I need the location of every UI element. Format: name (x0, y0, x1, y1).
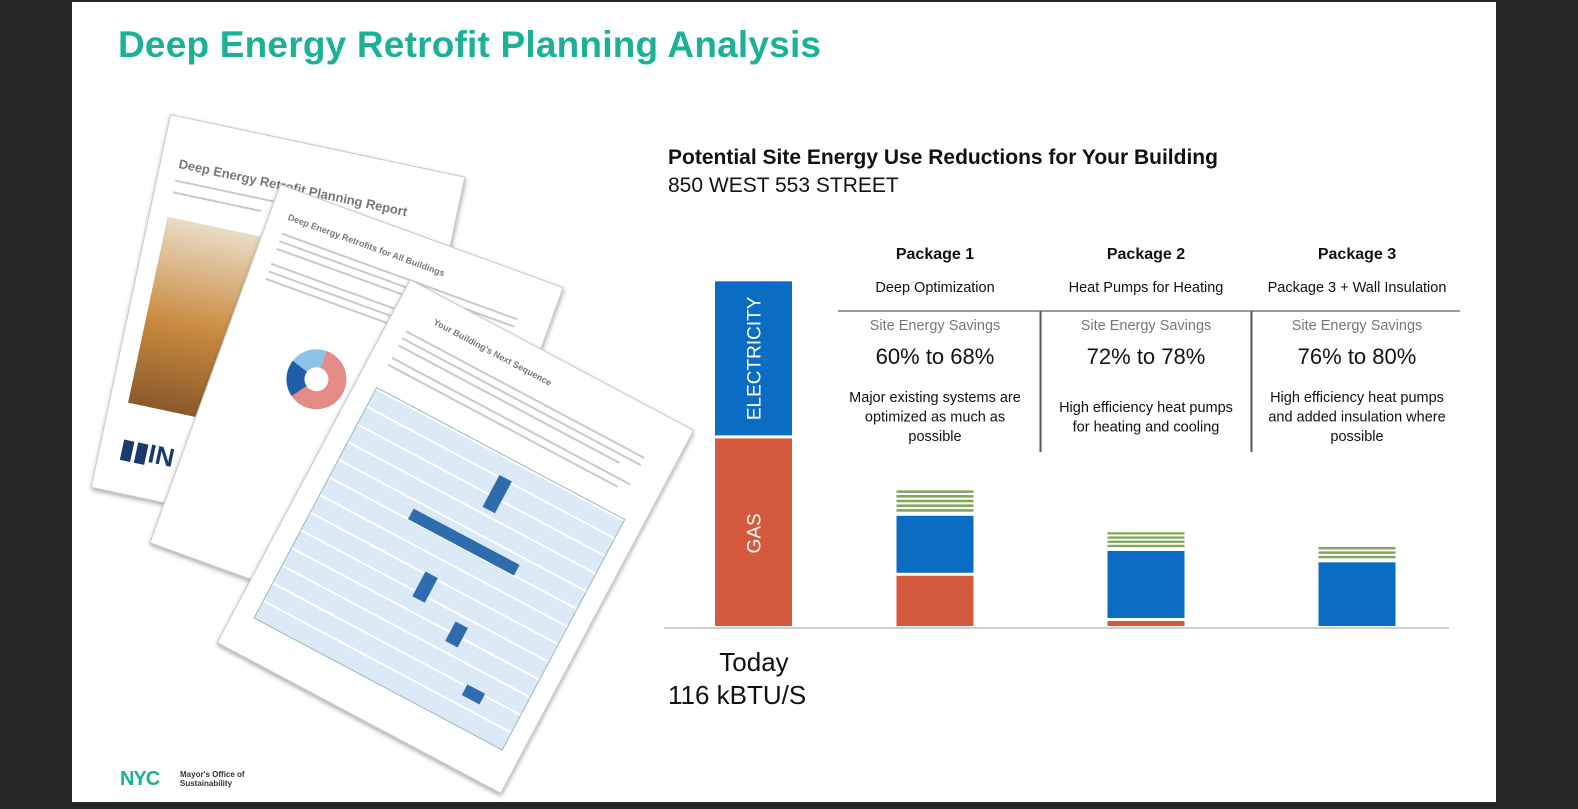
savings-range: 60% to 68% (876, 344, 995, 369)
energy-reduction-chart: ELECTRICITY GAS Package 1 Deep Optimizati… (664, 246, 1460, 710)
bar-savings-range-stripe (896, 499, 974, 503)
package-name: Package 1 (896, 246, 974, 263)
today-label: Today (719, 647, 788, 677)
bar-gas (896, 575, 974, 626)
chart-subtitle: 850 WEST 553 STREET (668, 174, 899, 197)
package-description-line: and added insulation where (1268, 410, 1445, 426)
bar-electricity (1318, 562, 1396, 626)
savings-label: Site Energy Savings (1292, 318, 1423, 334)
packages-group: Package 1 Deep Optimization Site Energy Sa… (849, 246, 1446, 626)
electricity-label: ELECTRICITY (745, 296, 766, 420)
package-description-line: optimized as much as (865, 410, 1005, 426)
bar-savings-range-stripe (896, 504, 974, 507)
logo-org: Mayor's Office of Sustainability (180, 770, 260, 788)
package-name: Package 2 (1107, 246, 1185, 263)
logo-org-line1: Mayor's Office of (180, 770, 245, 779)
chart-title: Potential Site Energy Use Reductions for… (668, 146, 1218, 169)
savings-range: 76% to 80% (1298, 344, 1417, 369)
savings-label: Site Energy Savings (870, 318, 1001, 334)
package-subtitle: Package 3 + Wall Insulation (1268, 280, 1447, 296)
package-subtitle: Heat Pumps for Heating (1069, 280, 1224, 296)
savings-range: 72% to 78% (1087, 344, 1206, 369)
bar-savings-range-stripe (1318, 555, 1396, 559)
today-value-label: 116 kBTU/S (668, 680, 806, 710)
nyc-logo: NYC Mayor's Office of Sustainability (120, 768, 245, 791)
bar-today-gas (715, 438, 792, 626)
package-description-line: possible (908, 429, 961, 445)
slide: Deep Energy Retrofit Planning Analysis D… (72, 2, 1496, 802)
bar-savings-range-stripe (1107, 532, 1185, 535)
slide-title: Deep Energy Retrofit Planning Analysis (118, 24, 822, 65)
bar-electricity (896, 515, 974, 573)
bar-savings-range-stripe (896, 495, 974, 498)
gas-label: GAS (745, 513, 766, 553)
bar-savings-range-stripe (1318, 546, 1396, 550)
bar-savings-range-stripe (1107, 536, 1185, 539)
bar-savings-range-stripe (896, 490, 974, 493)
package-description-line: Major existing systems are (849, 390, 1021, 406)
package-description-line: possible (1330, 429, 1383, 445)
package-description-line: for heating and cooling (1073, 420, 1220, 436)
logo-org-line2: Sustainability (180, 779, 233, 788)
bar-electricity (1107, 550, 1185, 618)
bar-gas (1107, 620, 1185, 626)
bar-savings-range-stripe (896, 509, 974, 512)
bar-savings-range-stripe (1107, 544, 1185, 548)
bar-savings-range-stripe (1318, 551, 1396, 554)
logo-text: NYC (120, 768, 160, 790)
bar-savings-range-stripe (1107, 540, 1185, 543)
package-subtitle: Deep Optimization (875, 280, 994, 296)
package-description-line: High efficiency heat pumps (1059, 400, 1233, 416)
package-name: Package 3 (1318, 246, 1396, 263)
savings-label: Site Energy Savings (1081, 318, 1212, 334)
bar-today-electricity (715, 281, 792, 436)
package-description-line: High efficiency heat pumps (1270, 390, 1444, 406)
